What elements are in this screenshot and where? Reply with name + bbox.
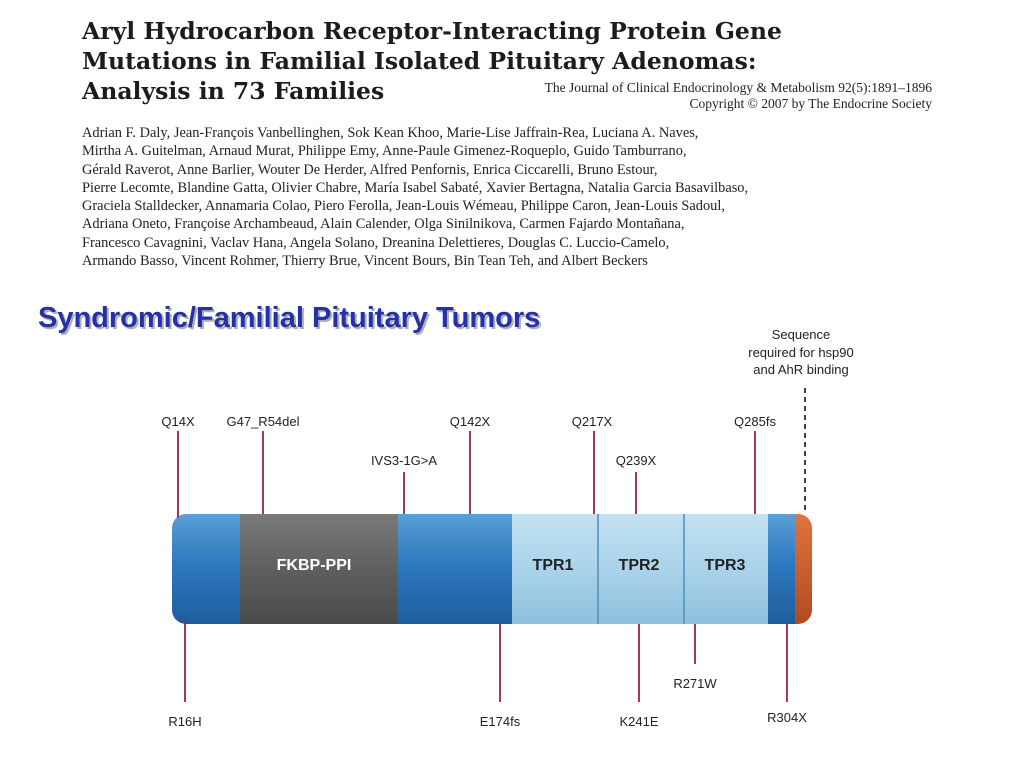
- title-line: Analysis in 73 Families: [82, 77, 385, 105]
- title-line: Aryl Hydrocarbon Receptor-Interacting Pr…: [82, 17, 782, 45]
- mutation-label: Q142X: [450, 414, 491, 429]
- fkbp-ppi-domain: [240, 514, 398, 624]
- domain-label-tpr1: TPR1: [533, 557, 574, 574]
- n-terminal-region: [172, 514, 242, 624]
- annotation-line: required for hsp90: [748, 345, 854, 360]
- c-terminal-blue-region: [768, 514, 796, 624]
- author-line: Adriana Oneto, Françoise Archambeaud, Al…: [82, 216, 685, 233]
- domain-label-tpr3: TPR3: [705, 557, 746, 574]
- c-terminal-region: [795, 514, 812, 624]
- tpr-region: [512, 514, 768, 624]
- journal-copyright: Copyright © 2007 by The Endocrine Societ…: [689, 96, 932, 111]
- mutation-label: Q239X: [616, 453, 657, 468]
- author-line: Francesco Cavagnini, Vaclav Hana, Angela…: [82, 234, 670, 251]
- paper-title: Aryl Hydrocarbon Receptor-Interacting Pr…: [82, 16, 962, 106]
- author-list: Adrian F. Daly, Jean-François Vanbelling…: [82, 124, 962, 270]
- mutation-label: R271W: [673, 676, 717, 691]
- author-line: Mirtha A. Guitelman, Arnaud Murat, Phili…: [82, 143, 687, 160]
- section-title: Syndromic/Familial Pituitary Tumors: [38, 302, 541, 334]
- mutation-label: Q217X: [572, 414, 613, 429]
- mutation-label: R16H: [168, 714, 201, 729]
- mutation-ticks-below: [184, 620, 788, 702]
- journal-citation: The Journal of Clinical Endocrinology & …: [545, 80, 932, 112]
- protein-bar: [172, 514, 812, 624]
- mutation-label: IVS3-1G>A: [371, 453, 437, 468]
- author-line: Armando Basso, Vincent Rohmer, Thierry B…: [82, 253, 648, 270]
- linker-region: [398, 514, 512, 624]
- domain-label-tpr2: TPR2: [619, 557, 660, 574]
- journal-reference: The Journal of Clinical Endocrinology & …: [544, 80, 932, 95]
- mutation-label: K241E: [619, 714, 658, 729]
- annotation-line: Sequence: [772, 327, 831, 342]
- author-line: Graciela Stalldecker, Annamaria Colao, P…: [82, 198, 725, 215]
- mutation-label: E174fs: [480, 714, 521, 729]
- mutation-label: Q285fs: [734, 414, 776, 429]
- mutation-ticks-above: [177, 431, 756, 518]
- mutation-label: Q14X: [161, 414, 195, 429]
- mutation-label: G47_R54del: [227, 414, 300, 429]
- author-line: Gérald Raverot, Anne Barlier, Wouter De …: [82, 161, 658, 178]
- author-line: Pierre Lecomte, Blandine Gatta, Olivier …: [82, 179, 749, 196]
- domain-label-fkbp: FKBP-PPI: [277, 557, 352, 574]
- author-line: Adrian F. Daly, Jean-François Vanbelling…: [82, 125, 699, 141]
- annotation-line: and AhR binding: [753, 362, 848, 377]
- title-line: Mutations in Familial Isolated Pituitary…: [82, 47, 757, 75]
- mutation-label: R304X: [767, 710, 807, 725]
